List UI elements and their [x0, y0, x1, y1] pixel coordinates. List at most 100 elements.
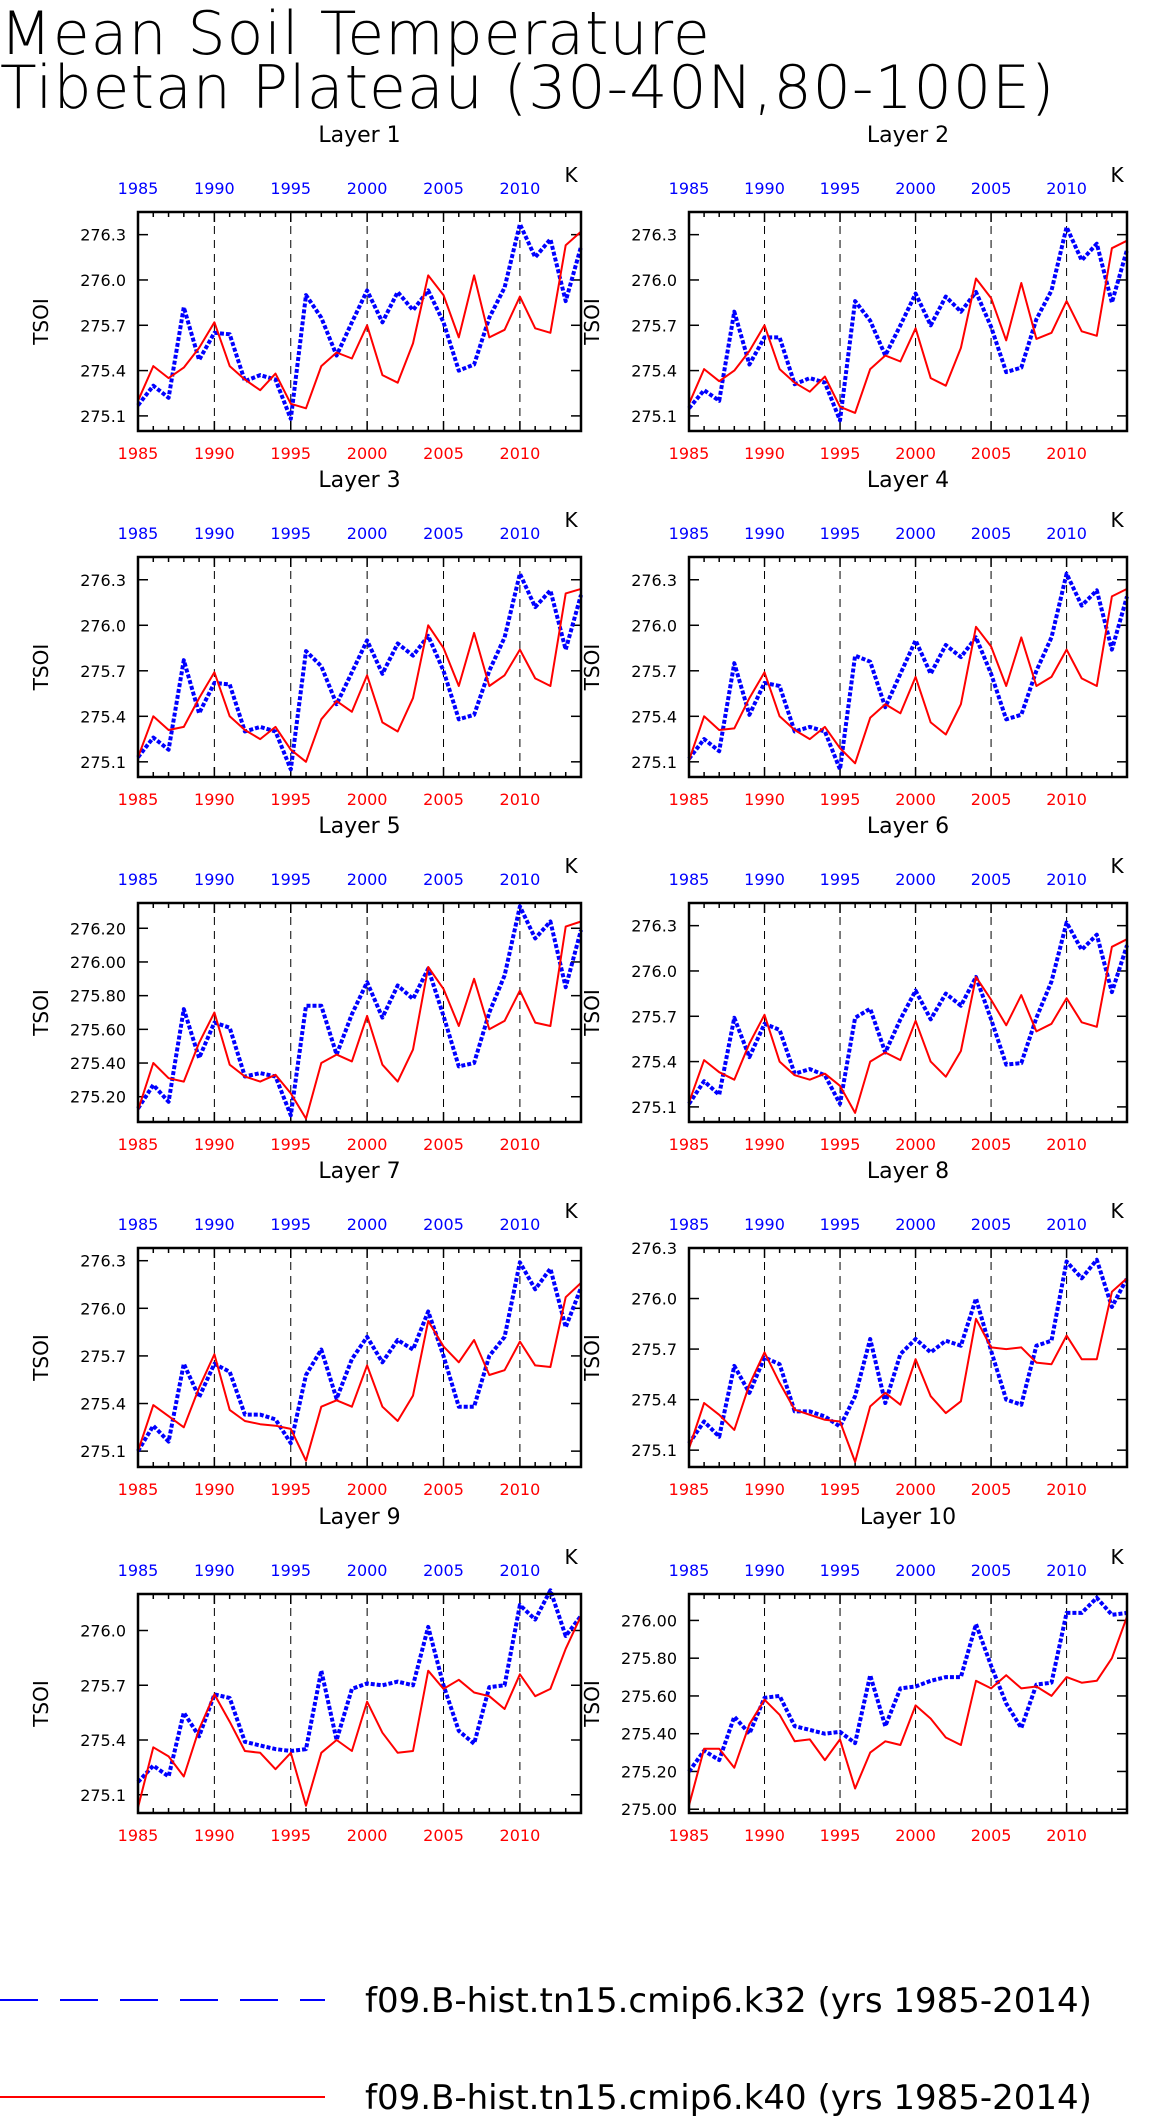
chart-panel: Layer 2 K 1985 1985 1990 1990 1995 1995 2000 2000…: [580, 123, 1129, 463]
plot-frame: [687, 1592, 1129, 1815]
x-tick-label-bottom: 1985: [118, 1480, 159, 1499]
x-tick-label-top: 1990: [194, 524, 235, 543]
x-tick-label-top: 1995: [270, 179, 311, 198]
x-tick-label-bottom: 1995: [820, 444, 861, 463]
title-line-2: Tibetan Plateau (30-40N,80-100E): [0, 53, 1056, 123]
series-line-k40: [688, 1277, 1128, 1463]
y-tick-label: 276.0: [631, 962, 677, 981]
x-tick-label-top: 2010: [500, 1215, 541, 1234]
x-tick-label-bottom: 2005: [423, 1826, 464, 1845]
x-tick-label-bottom: 2000: [895, 1826, 936, 1845]
units-label: K: [1110, 1545, 1124, 1569]
y-tick-label: 275.7: [80, 662, 126, 681]
x-tick-label-top: 2010: [1046, 870, 1087, 889]
x-tick-label-bottom: 1990: [744, 444, 785, 463]
x-tick-label-top: 1985: [118, 1215, 159, 1234]
series-line-k32: [136, 904, 583, 1118]
y-tick-label: 275.4: [631, 707, 677, 726]
x-tick-label-bottom: 1990: [194, 1826, 235, 1845]
x-tick-label-top: 1990: [194, 1561, 235, 1580]
x-tick-label-bottom: 1985: [118, 1135, 159, 1154]
panel-title: Layer 1: [318, 123, 400, 148]
x-tick-label-top: 2005: [971, 870, 1012, 889]
chart-panel: Layer 9 K 1985 1985 1990 1990 1995 1995 2000 2000…: [29, 1505, 583, 1845]
units-label: K: [1110, 854, 1124, 878]
x-tick-label-bottom: 2010: [1046, 1826, 1087, 1845]
x-tick-label-top: 1985: [118, 1561, 159, 1580]
y-tick-label: 275.7: [631, 1340, 677, 1359]
x-tick-label-bottom: 2010: [500, 1135, 541, 1154]
chart-panel: Layer 3 K 1985 1985 1990 1990 1995 1995 2000 2000…: [29, 468, 583, 809]
y-tick-label: 275.60: [70, 1020, 126, 1039]
x-tick-label-bottom: 2000: [895, 1480, 936, 1499]
units-label: K: [1110, 1199, 1124, 1223]
series-line-k40: [688, 1616, 1128, 1806]
y-axis-label: TSOI: [29, 1680, 53, 1728]
chart-panel: Layer 5 K 1985 1985 1990 1990 1995 1995 2000 2000…: [29, 814, 583, 1154]
y-axis-label: TSOI: [29, 298, 53, 346]
x-tick-label-bottom: 2005: [971, 1826, 1012, 1845]
x-tick-label-top: 1995: [270, 1215, 311, 1234]
x-tick-label-bottom: 2005: [423, 790, 464, 809]
x-tick-label-top: 2005: [971, 179, 1012, 198]
x-tick-label-top: 1985: [669, 870, 710, 889]
x-tick-label-bottom: 1995: [820, 790, 861, 809]
x-tick-label-bottom: 2010: [1046, 444, 1087, 463]
x-tick-label-top: 2010: [1046, 1561, 1087, 1580]
series-line-k40: [688, 938, 1128, 1114]
chart-panel: Layer 8 K 1985 1985 1990 1990 1995 1995 2000 2000…: [580, 1159, 1129, 1499]
x-tick-label-top: 1995: [820, 1561, 861, 1580]
y-axis-label: TSOI: [580, 644, 604, 692]
panel-title: Layer 10: [860, 1505, 956, 1530]
y-tick-label: 276.3: [80, 226, 126, 245]
x-tick-label-top: 1995: [270, 870, 311, 889]
x-tick-label-top: 1985: [118, 870, 159, 889]
chart-panel: Layer 1 K 1985 1985 1990 1990 1995 1995 2000 2000…: [29, 123, 583, 463]
y-tick-label: 276.3: [80, 571, 126, 590]
series-line-k32: [136, 1260, 583, 1453]
x-tick-label-top: 2005: [423, 1561, 464, 1580]
x-tick-label-bottom: 1995: [270, 444, 311, 463]
x-tick-label-top: 2010: [500, 1561, 541, 1580]
x-tick-label-top: 2000: [347, 1215, 388, 1234]
units-label: K: [564, 1199, 578, 1223]
x-tick-label-bottom: 1985: [118, 790, 159, 809]
y-tick-label: 275.00: [621, 1800, 677, 1819]
title-line-1: Mean Soil Temperature: [0, 0, 711, 69]
x-tick-label-bottom: 2010: [500, 790, 541, 809]
plot-frame: [687, 555, 1129, 779]
series-line-k32: [136, 222, 583, 421]
x-tick-label-top: 2005: [423, 179, 464, 198]
x-tick-label-top: 1990: [744, 870, 785, 889]
x-tick-label-top: 2000: [895, 179, 936, 198]
x-tick-label-bottom: 1995: [270, 1135, 311, 1154]
y-tick-label: 275.40: [621, 1725, 677, 1744]
panel-title: Layer 4: [867, 468, 949, 493]
x-tick-label-bottom: 1990: [744, 790, 785, 809]
x-tick-label-bottom: 2010: [500, 1826, 541, 1845]
series-line-k32: [136, 571, 583, 772]
plot-frame: [136, 1592, 583, 1815]
x-tick-label-top: 2005: [423, 1215, 464, 1234]
y-tick-label: 275.4: [80, 707, 126, 726]
y-tick-label: 275.1: [631, 1098, 677, 1117]
x-tick-label-top: 2010: [500, 870, 541, 889]
x-tick-label-bottom: 1985: [669, 1480, 710, 1499]
y-tick-label: 276.0: [631, 616, 677, 635]
plot-frame: [687, 901, 1129, 1124]
x-tick-label-bottom: 1985: [669, 790, 710, 809]
y-tick-label: 275.7: [631, 316, 677, 335]
y-tick-label: 276.3: [80, 1252, 126, 1271]
y-tick-label: 276.0: [631, 271, 677, 290]
y-tick-label: 275.7: [631, 1007, 677, 1026]
y-tick-label: 275.7: [80, 1676, 126, 1695]
y-axis-label: TSOI: [580, 1334, 604, 1382]
y-tick-label: 276.0: [80, 271, 126, 290]
x-tick-label-bottom: 2010: [500, 444, 541, 463]
y-tick-label: 275.1: [80, 1786, 126, 1805]
x-tick-label-top: 1990: [194, 179, 235, 198]
x-tick-label-bottom: 1995: [270, 1480, 311, 1499]
y-tick-label: 275.80: [70, 987, 126, 1006]
x-tick-label-bottom: 1985: [669, 1826, 710, 1845]
x-tick-label-bottom: 2000: [347, 1826, 388, 1845]
